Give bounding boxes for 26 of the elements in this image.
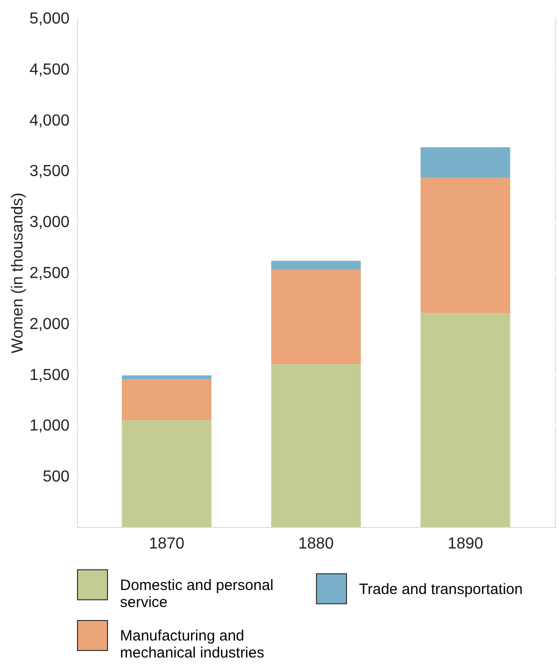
- bar: [122, 375, 212, 380]
- y-tick-label: 500: [42, 468, 70, 486]
- bar: [420, 147, 510, 178]
- y-axis-title: Women (in thousands): [9, 192, 26, 354]
- x-tick-label: 1890: [448, 536, 484, 552]
- y-tick-label: 3,500: [29, 163, 70, 180]
- legend-label: Domestic and personal service: [120, 576, 274, 611]
- x-tick-label: 1870: [148, 536, 185, 552]
- y-tick-label: 4,000: [29, 112, 70, 130]
- y-tick-label: 5,000: [29, 10, 70, 28]
- y-tick-label: 1,000: [29, 418, 70, 435]
- bar: [271, 260, 361, 270]
- bar: [271, 364, 361, 527]
- x-tick-label: 1880: [298, 536, 334, 552]
- bar: [271, 269, 361, 364]
- y-tick-label: 1,500: [29, 366, 70, 384]
- bar: [420, 178, 510, 314]
- y-tick-label: 2,500: [29, 265, 70, 282]
- bar: [122, 379, 212, 420]
- bar: [420, 313, 510, 527]
- y-tick-label: 4,500: [29, 61, 70, 78]
- legend-label: Manufacturing and mechanical industries: [120, 628, 264, 662]
- legend-label: Trade and transportation: [359, 580, 523, 598]
- y-tick-label: 2,000: [29, 316, 70, 333]
- y-tick-label: 3,000: [29, 214, 70, 232]
- bar: [122, 420, 212, 527]
